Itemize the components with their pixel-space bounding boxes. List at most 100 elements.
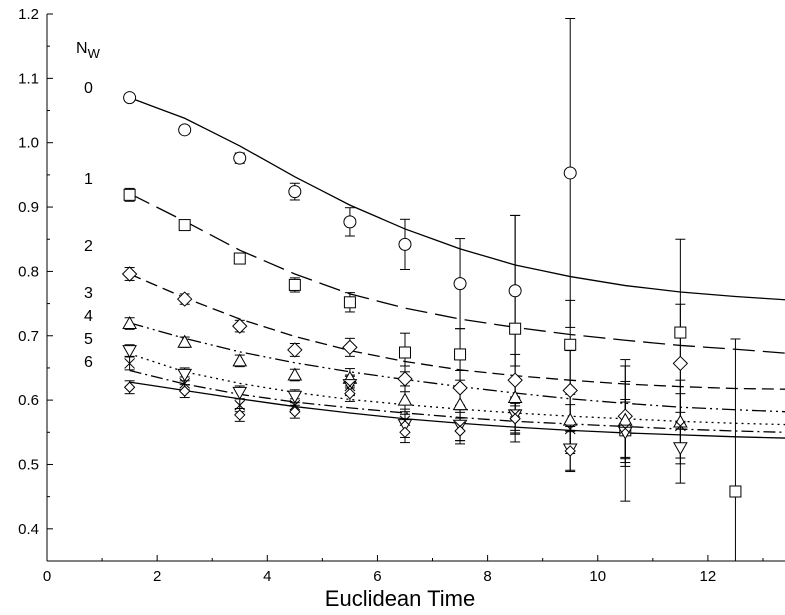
curve-label-5: 5 [84, 331, 93, 348]
square-marker [674, 326, 687, 339]
square-marker [233, 252, 246, 265]
diamond-marker [176, 291, 193, 307]
data-markers [121, 91, 742, 498]
circle-marker [508, 284, 522, 298]
cross-marker [619, 423, 631, 434]
triangle-down-marker [673, 442, 688, 456]
plot-frame [46, 14, 785, 562]
curve-label-3: 3 [84, 285, 93, 302]
x-tick-label: 12 [700, 568, 717, 585]
error-bars [124, 18, 741, 561]
diamond-marker [121, 266, 138, 282]
fit-curve-series-2 [129, 273, 785, 390]
triangle-up-marker [507, 390, 523, 404]
y-axis-ticks: 0.4 0.5 0.6 0.7 0.8 0.9 1.0 1.1 1.2 [18, 6, 53, 562]
legend-title-subscript: W [88, 46, 101, 61]
x-tick-label: 4 [263, 568, 271, 585]
legend-title: NW [76, 40, 101, 61]
diamond-marker [452, 380, 468, 396]
curve-label-2: 2 [84, 238, 93, 255]
square-marker [398, 346, 411, 359]
curve-label-4: 4 [84, 308, 93, 325]
small-diamond-marker [564, 445, 576, 457]
square-marker [288, 278, 301, 291]
diamond-marker [507, 372, 523, 388]
diamond-marker [672, 355, 689, 372]
x-axis-ticks: 0 2 4 6 8 10 12 [43, 555, 764, 585]
fit-curve-series-3 [129, 322, 785, 413]
y-tick-label: 1.2 [18, 6, 39, 23]
triangle-up-marker [122, 316, 137, 330]
small-diamond-marker [234, 409, 246, 421]
x-tick-label: 10 [589, 568, 606, 585]
circle-marker [563, 166, 577, 180]
fit-curve-series-1 [129, 192, 785, 354]
small-diamond-marker [289, 405, 301, 418]
circle-marker [123, 91, 137, 105]
curve-label-6: 6 [84, 354, 93, 371]
cross-marker [289, 399, 301, 411]
triangle-down-marker [287, 390, 303, 404]
square-marker [509, 322, 522, 335]
y-tick-label: 0.9 [18, 199, 39, 216]
diamond-marker [342, 339, 358, 356]
triangle-up-marker [232, 353, 248, 367]
small-diamond-marker [399, 426, 411, 439]
x-axis-title: Euclidean Time [325, 586, 475, 611]
square-marker [729, 485, 742, 498]
small-diamond-marker [509, 413, 521, 425]
triangle-up-marker [287, 367, 303, 381]
diamond-marker [562, 382, 578, 399]
square-marker [123, 188, 136, 201]
triangle-down-marker [617, 426, 633, 440]
curve-label-0: 0 [84, 80, 93, 97]
circle-marker [343, 215, 357, 229]
y-tick-label: 1.1 [18, 70, 39, 87]
y-tick-label: 0.4 [18, 521, 39, 538]
y-tick-label: 1.0 [18, 135, 39, 152]
legend-title-main: N [76, 40, 88, 57]
cross-marker [234, 399, 246, 411]
triangle-up-marker [177, 334, 193, 348]
triangle-down-marker [232, 386, 248, 400]
circle-marker [398, 237, 412, 251]
triangle-down-marker [122, 345, 137, 359]
y-tick-label: 0.8 [18, 263, 39, 280]
x-tick-label: 6 [373, 568, 381, 585]
cross-marker [124, 358, 135, 369]
small-diamond-marker [123, 381, 136, 393]
cross-marker [675, 420, 686, 432]
circle-marker [233, 151, 247, 165]
circle-marker [178, 123, 192, 137]
square-marker [343, 296, 356, 309]
curve-labels: 0 1 2 3 4 5 6 [84, 80, 93, 371]
small-diamond-marker [344, 387, 356, 400]
cross-marker [179, 378, 191, 389]
cross-marker [564, 423, 576, 435]
y-tick-label: 0.7 [18, 328, 39, 345]
diamond-marker [397, 371, 413, 387]
y-tick-label: 0.6 [18, 392, 39, 409]
square-marker [178, 219, 191, 232]
triangle-up-marker [673, 414, 688, 428]
triangle-down-marker [177, 368, 193, 382]
circle-marker [453, 277, 467, 291]
y-tick-label: 0.5 [18, 456, 39, 473]
triangle-up-marker [452, 397, 468, 411]
cross-marker [399, 415, 411, 427]
triangle-up-marker [397, 392, 413, 406]
x-tick-label: 0 [43, 568, 51, 585]
small-diamond-marker [178, 385, 191, 397]
circle-marker [288, 185, 302, 199]
square-marker [454, 348, 467, 361]
triangle-down-marker [397, 419, 413, 433]
x-tick-label: 8 [483, 568, 491, 585]
square-marker [564, 338, 577, 351]
triangle-up-marker [562, 412, 578, 426]
diamond-marker [287, 342, 303, 358]
fit-curve-series-0 [129, 97, 785, 301]
diamond-marker [232, 318, 248, 334]
cross-marker [344, 380, 356, 392]
curve-label-1: 1 [84, 171, 93, 188]
